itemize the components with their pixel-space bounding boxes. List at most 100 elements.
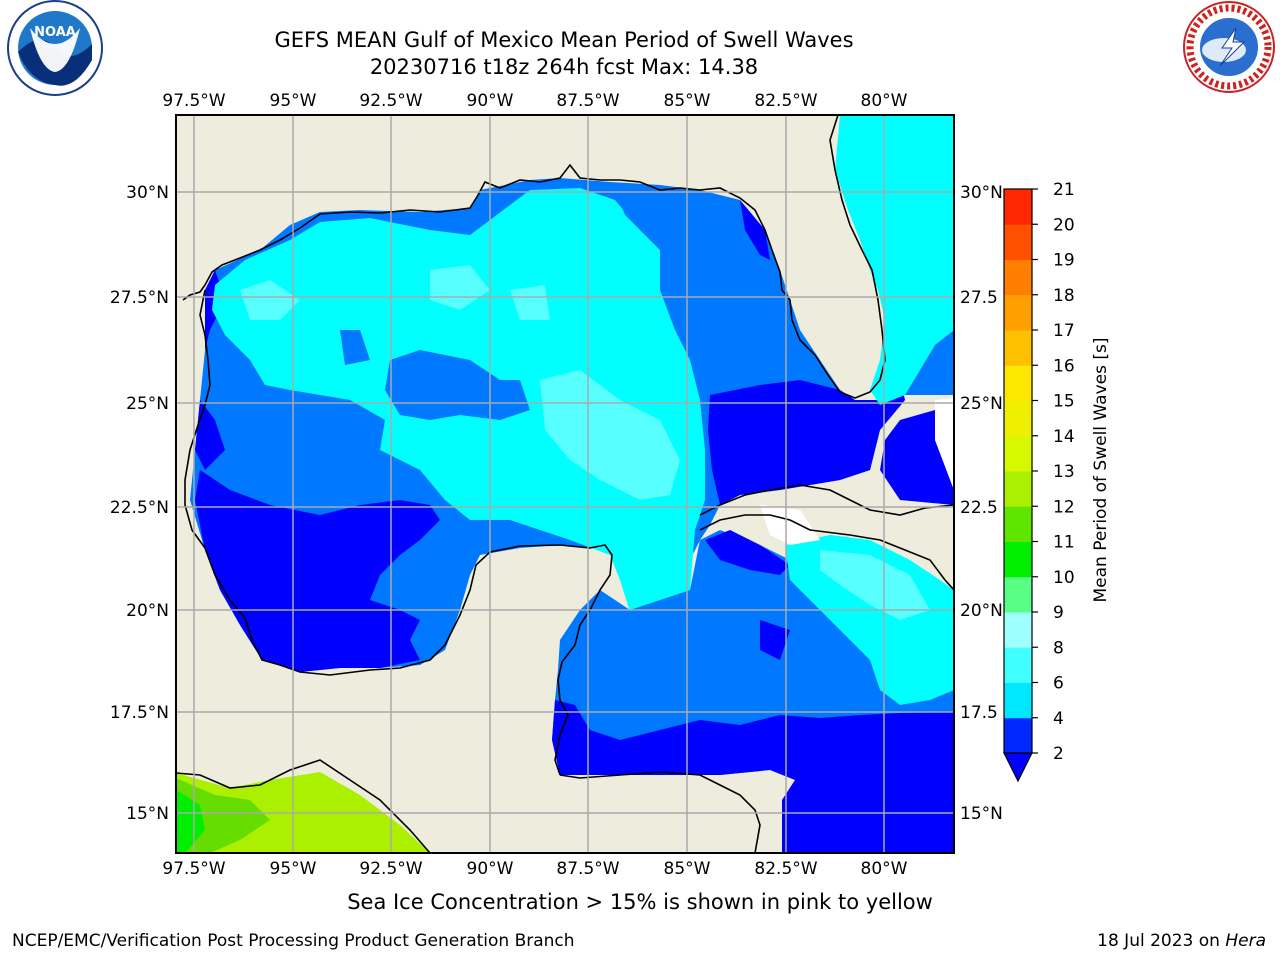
- lon-label: 80°W: [861, 859, 908, 879]
- colorbar-tick-label: 20: [1053, 215, 1075, 235]
- noaa-logo-text: NOAA: [34, 25, 76, 40]
- colorbar-tick-label: 9: [1053, 603, 1064, 623]
- colorbar-tick-label: 14: [1053, 427, 1075, 447]
- lat-label: 22.5: [960, 498, 998, 518]
- colorbar-segment: [1004, 189, 1032, 225]
- footer-credit: NCEP/EMC/Verification Post Processing Pr…: [12, 931, 575, 951]
- colorbar-segment: [1004, 259, 1032, 296]
- swell-4-6-patch3: [615, 190, 700, 260]
- colorbar-segment: [1004, 506, 1032, 542]
- lon-label: 87.5°W: [556, 859, 619, 879]
- lat-label: 20°N: [960, 601, 1003, 621]
- lon-label: 90°W: [467, 859, 514, 879]
- swell-8-9-blob3: [430, 265, 490, 310]
- swell-2-4-caribbean-n: [705, 530, 790, 575]
- atlantic-2-4-strip: [880, 410, 954, 505]
- colorbar-segment: [1004, 682, 1032, 719]
- lat-label: 30°N: [960, 183, 1003, 203]
- colorbar-segment: [1004, 717, 1032, 754]
- chart-title: GEFS MEAN Gulf of Mexico Mean Period of …: [274, 28, 854, 52]
- colorbar-segment: [1004, 365, 1032, 401]
- lon-labels-bottom: 97.5°W 95°W 92.5°W 90°W 87.5°W 85°W 82.5…: [162, 859, 907, 879]
- map-area: [176, 115, 954, 853]
- colorbar: 2 4 6 8 9 10 11 12 13 14 15 16 17 18 19 20 21: [1003, 180, 1075, 783]
- colorbar-tick-label: 2: [1053, 744, 1064, 764]
- colorbar-tick-label: 17: [1053, 321, 1075, 341]
- lon-label: 82.5°W: [754, 859, 817, 879]
- swell-2-4-caribbean-s: [760, 620, 790, 660]
- colorbar-segment: [1004, 471, 1032, 507]
- swell-4-6-patch2: [340, 330, 370, 365]
- swell-2-4-caribbean-sw: [552, 700, 954, 853]
- colorbar-segment: [1004, 294, 1032, 331]
- lon-label: 80°W: [861, 91, 908, 111]
- lat-label: 27.5: [960, 288, 998, 308]
- swell-2-4-west-edge: [195, 400, 225, 470]
- nws-logo: [1183, 1, 1275, 93]
- colorbar-segment: [1004, 435, 1032, 472]
- colorbar-tick-label: 6: [1053, 674, 1064, 694]
- gridlines: [176, 115, 954, 853]
- lon-label: 85°W: [664, 91, 711, 111]
- colorbar-segment: [1004, 576, 1032, 613]
- lon-label: 95°W: [270, 859, 317, 879]
- lat-label: 15°N: [126, 804, 169, 824]
- colorbar-tick-label: 8: [1053, 638, 1064, 658]
- colorbar-tick-label: 19: [1053, 251, 1075, 271]
- chart-subtitle: 20230716 t18z 264h fcst Max: 14.38: [369, 55, 759, 79]
- lon-label: 85°W: [664, 859, 711, 879]
- swell-6-8-caribbean: [785, 535, 954, 705]
- colorbar-label: Mean Period of Swell Waves [s]: [1091, 338, 1111, 603]
- lon-label: 92.5°W: [359, 91, 422, 111]
- lat-labels-left: 30°N 27.5°N 25°N 22.5°N 20°N 17.5°N 15°N: [110, 183, 169, 824]
- nodata-caribbean-n: [760, 505, 820, 545]
- colorbar-segment: [1004, 612, 1032, 648]
- colorbar-tick-label: 18: [1053, 286, 1075, 306]
- lon-label: 90°W: [467, 91, 514, 111]
- colorbar-segment: [1004, 647, 1032, 683]
- lon-label: 97.5°W: [162, 91, 225, 111]
- swell-10-11-pacific: [176, 790, 205, 853]
- colorbar-tick-label: 10: [1053, 568, 1075, 588]
- swell-2-4-florida: [708, 380, 905, 505]
- colorbar-extend-arrow: [1003, 752, 1033, 783]
- footer-host: Hera: [1225, 931, 1266, 951]
- noaa-logo: NOAA: [7, 0, 103, 96]
- lon-label: 97.5°W: [162, 859, 225, 879]
- footer-date: 18 Jul 2023 on Hera: [1097, 931, 1266, 951]
- lat-label: 25°N: [960, 394, 1003, 414]
- colorbar-segment: [1004, 224, 1032, 260]
- colorbar-tick-label: 15: [1053, 392, 1075, 412]
- lat-label: 22.5°N: [110, 498, 169, 518]
- lon-label: 87.5°W: [556, 91, 619, 111]
- atlantic-4-6-strip: [905, 330, 954, 395]
- colorbar-tick-label: 13: [1053, 462, 1075, 482]
- colorbar-tick-label: 4: [1053, 709, 1064, 729]
- footer-date-text: 18 Jul 2023 on: [1097, 931, 1226, 951]
- nodata-bahamas: [935, 398, 954, 490]
- lat-label: 17.5: [960, 703, 998, 723]
- colorbar-tick-label: 12: [1053, 497, 1075, 517]
- colorbar-segment: [1004, 541, 1032, 578]
- lat-label: 25°N: [126, 394, 169, 414]
- colorbar-segment: [1004, 330, 1032, 366]
- colorbar-tick-label: 21: [1053, 180, 1075, 200]
- swell-2-4-eastgulf: [740, 200, 770, 260]
- lon-label: 95°W: [270, 91, 317, 111]
- lat-label: 30°N: [126, 183, 169, 203]
- swell-8-9-blob2: [240, 280, 300, 320]
- map-frame: [175, 114, 955, 854]
- lon-label: 92.5°W: [359, 859, 422, 879]
- lat-labels-right: 30°N 27.5 25°N 22.5 20°N 17.5 15°N: [960, 183, 1003, 824]
- lat-label: 15°N: [960, 804, 1003, 824]
- colorbar-segment: [1004, 400, 1032, 437]
- colorbar-tick-label: 16: [1053, 356, 1075, 376]
- swell-8-9-caribbean: [820, 550, 930, 620]
- lat-label: 17.5°N: [110, 703, 169, 723]
- lat-label: 20°N: [126, 601, 169, 621]
- caribbean-water-region: [552, 530, 954, 775]
- swell-2-4-west: [195, 470, 440, 672]
- colorbar-tick-label: 11: [1053, 533, 1075, 553]
- lon-labels-top: 97.5°W 95°W 92.5°W 90°W 87.5°W 85°W 82.5…: [162, 91, 907, 111]
